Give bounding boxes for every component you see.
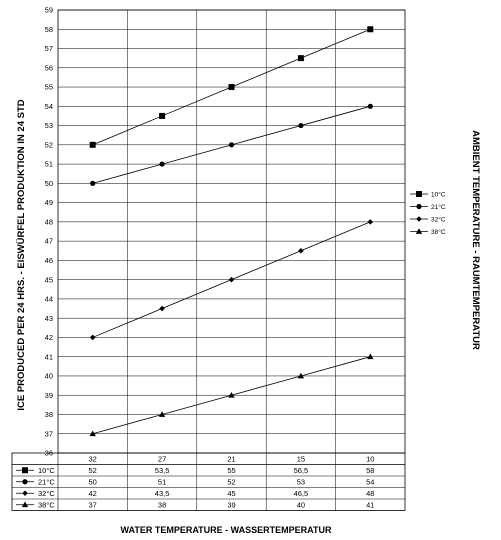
y-tick-label-45: 45 — [45, 275, 53, 284]
legend-marker-2 — [416, 216, 422, 222]
series-0-point-2 — [228, 84, 235, 91]
table-cell-0-3: 56,5 — [294, 466, 309, 475]
table-cell-1-3: 53 — [297, 477, 305, 486]
table-cell-2-2: 45 — [227, 489, 235, 498]
table-cell-1-0: 50 — [89, 477, 97, 486]
table-legend-marker-1 — [22, 479, 28, 485]
y-tick-label-56: 56 — [45, 63, 53, 72]
y-tick-label-43: 43 — [45, 314, 53, 323]
series-3-point-0 — [89, 430, 96, 437]
table-cell-3-3: 40 — [297, 500, 305, 509]
series-0-point-3 — [297, 55, 304, 62]
legend-label-3: 38°C — [431, 228, 446, 236]
table-legend-marker-3 — [21, 501, 29, 508]
y-tick-label-59: 59 — [45, 6, 53, 15]
table-cell-3-2: 39 — [227, 500, 235, 509]
x-tick-label-15: 15 — [297, 455, 305, 464]
series-2-point-4 — [367, 219, 374, 225]
y-tick-label-54: 54 — [45, 102, 53, 111]
y-tick-label-37: 37 — [45, 429, 53, 438]
series-0-point-1 — [159, 112, 166, 119]
y-tick-label-41: 41 — [45, 352, 53, 361]
y-tick-label-57: 57 — [45, 44, 53, 53]
table-cell-3-1: 38 — [158, 500, 166, 509]
table-cell-0-4: 58 — [366, 466, 374, 475]
y-tick-label-42: 42 — [45, 333, 53, 342]
series-2-point-1 — [159, 305, 165, 312]
series-3-point-2 — [228, 392, 235, 398]
legend-label-2: 32°C — [431, 215, 446, 223]
series-0-point-0 — [89, 141, 96, 148]
plot-frame — [57, 9, 406, 454]
series-1-point-3 — [298, 122, 304, 129]
series-0-point-4 — [367, 26, 374, 33]
table-cell-0-1: 53,5 — [155, 466, 170, 475]
table-legend-marker-2 — [22, 490, 28, 497]
table-cell-3-4: 41 — [366, 500, 374, 509]
y-tick-label-58: 58 — [45, 25, 53, 34]
series-lines — [89, 26, 374, 437]
table-cell-2-4: 48 — [366, 489, 374, 498]
series-3-point-4 — [367, 353, 374, 360]
table-series-name-2: 32°C — [38, 489, 55, 498]
y-tick-label-39: 39 — [45, 391, 53, 400]
legend: 10°C 21°C 32°C 38°C — [410, 190, 446, 236]
series-2-point-3 — [298, 247, 304, 254]
y-tick-label-52: 52 — [45, 140, 53, 149]
y-tick-label-50: 50 — [45, 179, 53, 188]
series-1-point-4 — [367, 103, 373, 109]
x-tick-label-21: 21 — [227, 455, 235, 464]
data-table: 32 27 21 15 10 10°C 52 53,5 55 56,5 58 21°C 50 51 52 53… — [11, 452, 406, 511]
y-tick-label-49: 49 — [45, 198, 53, 207]
table-cell-2-3: 46,5 — [294, 489, 309, 498]
table-series-name-0: 10°C — [38, 466, 55, 475]
table-cell-2-0: 42 — [89, 489, 97, 498]
series-2-point-0 — [89, 334, 96, 341]
legend-label-1: 21°C — [431, 203, 446, 211]
y-tick-label-48: 48 — [45, 217, 53, 226]
y-axis-ticks: 3637383940414243444546474849505152535455… — [45, 6, 53, 458]
table-cell-1-4: 54 — [366, 477, 374, 486]
series-2-point-2 — [228, 276, 235, 283]
table-series-name-1: 21°C — [38, 477, 55, 486]
x-axis-title: WATER TEMPERATURE - WASSERTEMPERATUR — [121, 525, 332, 535]
series-3-point-1 — [158, 411, 166, 417]
y-tick-label-46: 46 — [45, 256, 53, 265]
y-tick-label-38: 38 — [45, 410, 53, 419]
series-1-point-0 — [90, 180, 96, 186]
y-tick-label-51: 51 — [45, 160, 53, 169]
y-tick-label-55: 55 — [45, 83, 53, 92]
x-tick-label-27: 27 — [158, 455, 166, 464]
series-1-point-2 — [228, 142, 235, 148]
y-axis-title: ICE PRODUCED PER 24 HRS. - EISWÜRFEL PRO… — [16, 99, 27, 410]
y-tick-label-53: 53 — [45, 121, 53, 130]
series-1-point-1 — [159, 161, 165, 167]
series-3-point-3 — [297, 372, 305, 379]
table-cell-2-1: 43,5 — [155, 489, 170, 498]
legend-label-0: 10°C — [431, 190, 446, 198]
plot-grid — [57, 9, 406, 454]
table-frame — [11, 452, 406, 511]
table-legend-marker-0 — [22, 467, 28, 474]
legend-marker-1 — [416, 203, 422, 210]
table-cell-0-0: 52 — [89, 466, 97, 475]
table-cell-3-0: 37 — [89, 500, 97, 509]
x-tick-label-32: 32 — [89, 455, 97, 464]
table-cell-1-1: 51 — [158, 477, 166, 486]
table-series-name-3: 38°C — [38, 500, 55, 509]
table-cell-1-2: 52 — [227, 477, 235, 486]
legend-marker-3 — [415, 228, 423, 234]
y-tick-label-40: 40 — [45, 372, 53, 381]
y-tick-label-47: 47 — [45, 237, 53, 246]
legend-marker-0 — [416, 191, 422, 197]
legend-title: AMBIENT TEMPERATURE - RAUMTEMPERATUR — [470, 130, 481, 350]
table-cell-0-2: 55 — [227, 466, 235, 475]
y-tick-label-44: 44 — [45, 295, 53, 304]
x-tick-label-10: 10 — [366, 455, 374, 464]
